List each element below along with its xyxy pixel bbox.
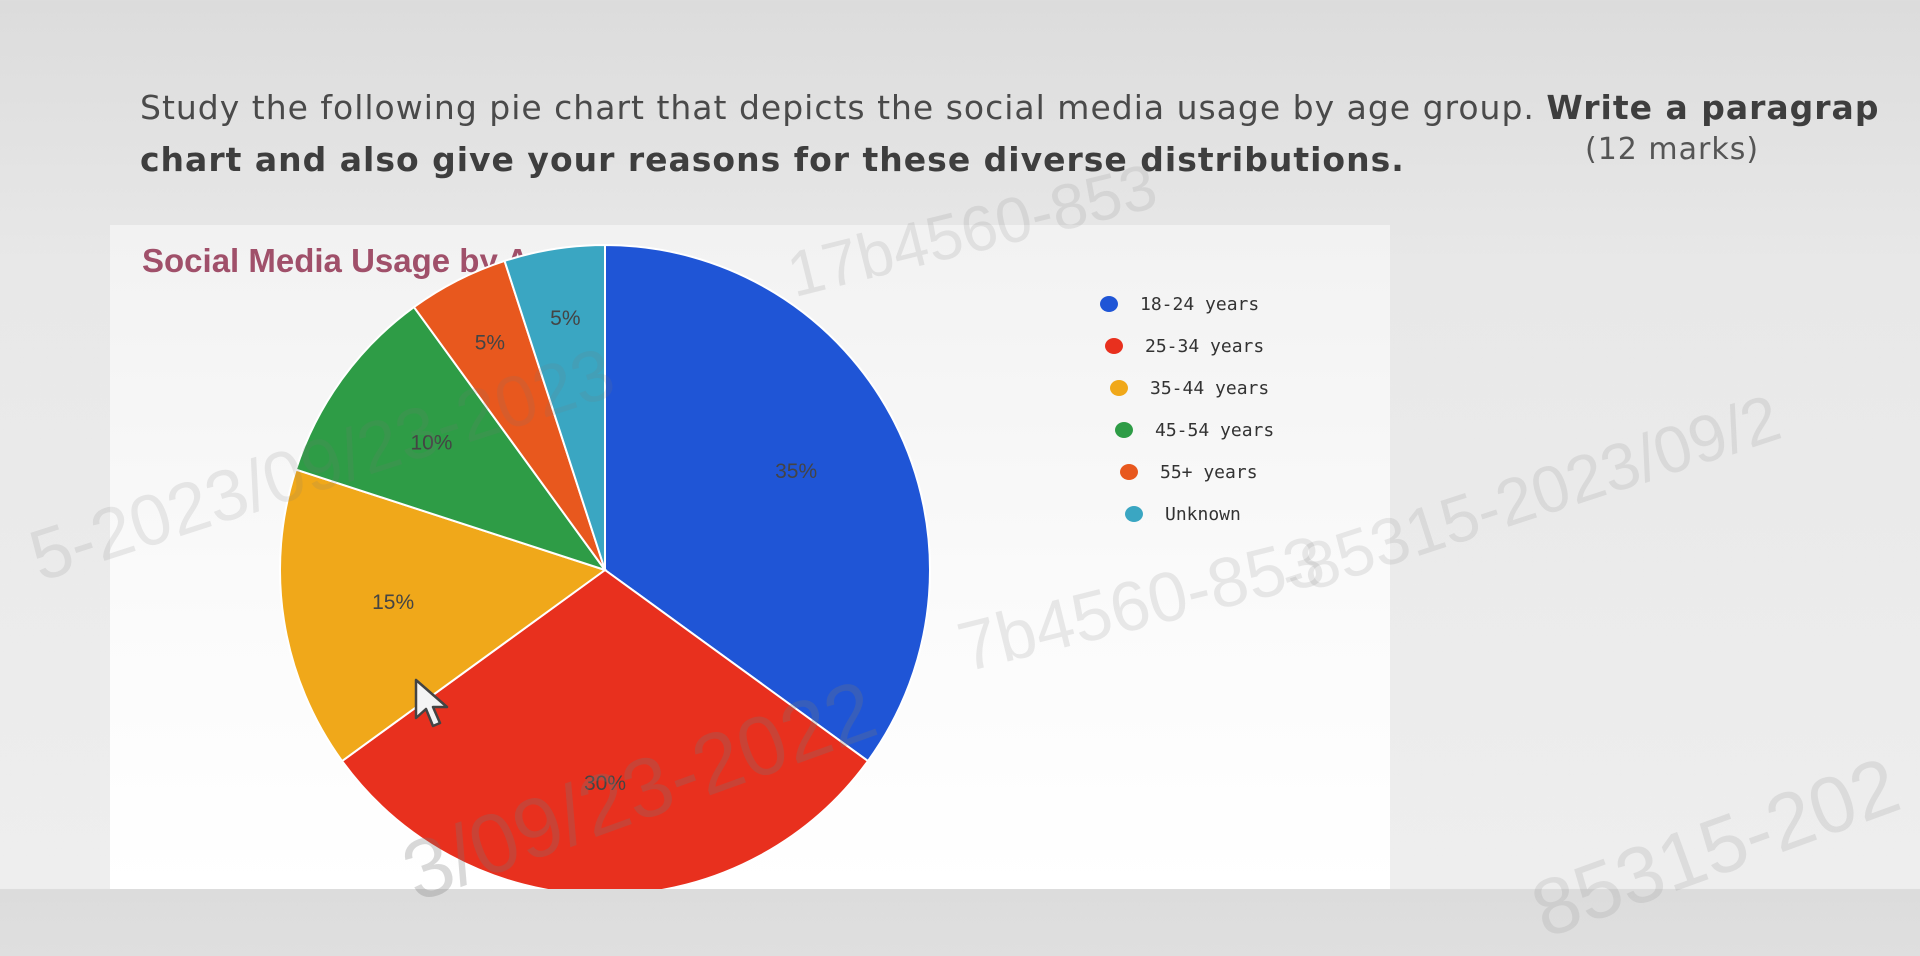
legend-label: 25-34 years — [1145, 335, 1265, 357]
legend-label: 55+ years — [1160, 461, 1258, 483]
pie-slices — [279, 243, 931, 889]
question-line-2: chart and also give your reasons for the… — [140, 140, 1405, 179]
pie-slice-label: 5% — [550, 307, 580, 330]
legend-item: 45-54 years — [1115, 409, 1274, 451]
legend-swatch — [1120, 464, 1138, 480]
question-line-1-bold: Write a paragrap — [1546, 88, 1880, 127]
legend-swatch — [1110, 380, 1128, 396]
pie-slice-25-34-years — [340, 568, 870, 889]
pie-slice-unknown — [503, 243, 606, 571]
pie-slice-label: 30% — [584, 772, 626, 795]
pie-slice-18-24-years — [604, 243, 931, 763]
legend-swatch — [1105, 338, 1123, 354]
question-line-1: Study the following pie chart that depic… — [140, 82, 1920, 134]
legend-item: 25-34 years — [1105, 325, 1274, 367]
pie-slice-label: 35% — [775, 460, 817, 483]
chart-legend: 18-24 years 25-34 years 35-44 years 45-54 y… — [1100, 283, 1274, 535]
pie-slice-label: 15% — [372, 591, 414, 614]
legend-label: 45-54 years — [1155, 419, 1275, 441]
pie-slice-label: 10% — [410, 431, 452, 454]
legend-label: Unknown — [1165, 503, 1241, 525]
legend-label: 18-24 years — [1140, 293, 1260, 315]
legend-item: Unknown — [1125, 493, 1274, 535]
legend-swatch — [1100, 296, 1118, 312]
question-line-1-text: Study the following pie chart that depic… — [140, 88, 1535, 127]
mouse-cursor-icon — [414, 678, 449, 728]
question-text: Study the following pie chart that depic… — [140, 82, 1920, 186]
pie-slice-35-44-years — [279, 468, 608, 763]
pie-labels: 35% 30% 15% 10% 5% 5% — [372, 307, 817, 795]
legend-swatch — [1125, 506, 1143, 522]
legend-item: 55+ years — [1120, 451, 1274, 493]
pie-slice-45-54-years — [294, 305, 608, 572]
legend-item: 18-24 years — [1100, 283, 1274, 325]
pie-slice-label: 5% — [475, 332, 505, 355]
question-marks: (12 marks) — [1585, 132, 1760, 167]
legend-swatch — [1115, 422, 1133, 438]
pie-chart: 35% 30% 15% 10% 5% 5% — [279, 243, 931, 889]
legend-label: 35-44 years — [1150, 377, 1270, 399]
legend-item: 35-44 years — [1110, 367, 1274, 409]
